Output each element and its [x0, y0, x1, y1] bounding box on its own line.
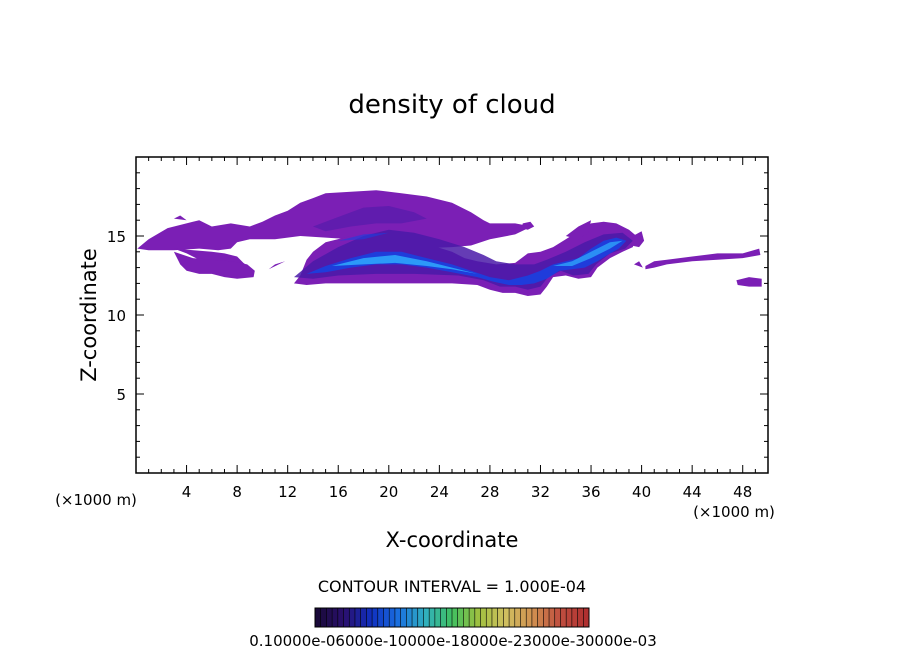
- cloud-fleck: [631, 231, 645, 248]
- colorbar-cell: [571, 608, 578, 627]
- colorbar-cell: [554, 608, 561, 627]
- colorbar-cell: [452, 608, 458, 627]
- x-tick-label: 40: [632, 483, 651, 501]
- y-tick-label: 10: [107, 307, 126, 325]
- y-tick-label: 5: [116, 386, 126, 404]
- colorbar-cell: [315, 608, 321, 627]
- x-unit-left: (×1000 m): [55, 491, 137, 509]
- colorbar-cell: [366, 608, 373, 627]
- x-tick-label: 28: [480, 483, 499, 501]
- colorbar-cell: [349, 608, 356, 627]
- colorbar-cell: [423, 608, 430, 627]
- colorbar-cell: [531, 608, 538, 627]
- y-axis-label: Z-coordinate: [77, 248, 101, 382]
- colorbar-cell: [446, 608, 453, 627]
- cloud-fleck: [521, 221, 535, 230]
- colorbar-cell: [429, 608, 436, 627]
- colorbar-cell: [480, 608, 487, 627]
- cloud-fleck: [173, 215, 187, 221]
- colorbar-cell: [332, 608, 339, 627]
- colorbar-cell: [486, 608, 493, 627]
- x-tick-label: 8: [232, 483, 242, 501]
- colorbar-cell: [543, 608, 550, 627]
- colorbar-cell: [377, 608, 384, 627]
- colorbar-cell: [474, 608, 481, 627]
- y-tick-labels: 5 10 15: [107, 228, 126, 404]
- cloud-right-fleck: [736, 277, 762, 287]
- colorbar-labels: 0.10000e-06000e-10000e-18000e-23000e-300…: [249, 632, 657, 650]
- colorbar-cell: [549, 608, 555, 627]
- cloud-core-upper: [338, 232, 389, 241]
- y-tick-label: 15: [107, 228, 126, 246]
- x-tick-label: 24: [430, 483, 449, 501]
- colorbar-cell: [372, 608, 378, 627]
- colorbar-cell: [509, 608, 515, 627]
- colorbar-cell: [469, 608, 476, 627]
- colorbar-cell: [440, 608, 447, 627]
- cloud-fleck: [565, 220, 591, 240]
- colorbar-cell: [520, 608, 527, 627]
- x-tick-label: 48: [733, 483, 752, 501]
- x-unit-right: (×1000 m): [693, 503, 775, 521]
- colorbar-cell: [514, 608, 521, 627]
- colorbar-cell: [412, 608, 418, 627]
- chart-title: density of cloud: [348, 90, 555, 120]
- colorbar-cell: [526, 608, 533, 627]
- colorbar: [314, 607, 590, 628]
- colorbar-cell: [326, 608, 333, 627]
- cloud-right-streak: [645, 248, 761, 270]
- cloud-core-highlight: [553, 240, 623, 266]
- colorbar-cell: [400, 608, 407, 627]
- colorbar-cell: [503, 608, 510, 627]
- colorbar-cell: [383, 608, 390, 627]
- x-tick-label: 16: [329, 483, 348, 501]
- cloud-core-highlight: [331, 255, 478, 274]
- contour-interval-label: CONTOUR INTERVAL = 1.000E-04: [318, 577, 586, 596]
- colorbar-cell: [560, 608, 567, 627]
- colorbar-cell: [583, 608, 590, 627]
- axis-ticks: [136, 157, 768, 473]
- x-tick-label: 12: [278, 483, 297, 501]
- colorbar-cell: [360, 608, 367, 627]
- x-tick-label: 20: [379, 483, 398, 501]
- colorbar-cell: [566, 608, 573, 627]
- colorbar-cell: [537, 608, 544, 627]
- colorbar-frame: [314, 607, 590, 628]
- colorbar-cell: [417, 608, 424, 627]
- cloud-core-band: [306, 237, 627, 285]
- colorbar-cell: [406, 608, 413, 627]
- cloud-outer-left-base: [173, 251, 255, 279]
- x-tick-label: 4: [182, 483, 192, 501]
- colorbar-cell: [491, 608, 498, 627]
- colorbar-cell: [389, 608, 396, 627]
- colorbar-cell: [463, 608, 470, 627]
- x-axis-label: X-coordinate: [386, 528, 519, 552]
- colorbar-cell: [320, 608, 327, 627]
- colorbar-cell: [337, 608, 344, 627]
- x-tick-labels: 4 8 12 16 20 24 28 32 36 40 44 48: [182, 483, 752, 501]
- colorbar-cell: [497, 608, 504, 627]
- colorbar-cell: [354, 608, 361, 627]
- colorbar-cell: [394, 608, 401, 627]
- cloud-fleck: [634, 261, 643, 268]
- colorbar-cell: [457, 608, 464, 627]
- x-tick-label: 32: [531, 483, 550, 501]
- cloud-fleck: [268, 261, 286, 270]
- colorbar-cell: [434, 608, 441, 627]
- colorbar-cell: [577, 608, 584, 627]
- x-tick-label: 44: [683, 483, 702, 501]
- colorbar-cell: [343, 608, 350, 627]
- x-tick-label: 36: [581, 483, 600, 501]
- cloud-inner-upper: [313, 206, 427, 232]
- cloud-density-field: [137, 190, 762, 296]
